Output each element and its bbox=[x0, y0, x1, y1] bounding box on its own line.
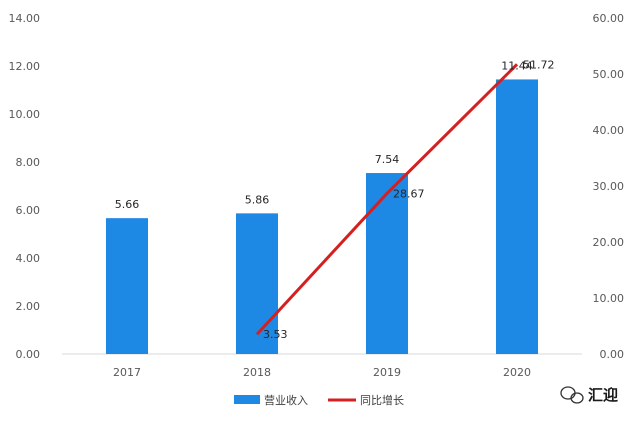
x-tick-label: 2020 bbox=[503, 366, 531, 379]
left-tick-label: 8.00 bbox=[16, 156, 41, 169]
bar-data-label: 7.54 bbox=[375, 153, 400, 166]
left-tick-label: 0.00 bbox=[16, 348, 41, 361]
line-data-label: 28.67 bbox=[393, 187, 425, 200]
bar bbox=[106, 218, 148, 354]
watermark-text: 汇迎 bbox=[588, 386, 618, 404]
bar-data-label: 5.86 bbox=[245, 193, 270, 206]
legend: 营业收入 同比增长 bbox=[234, 393, 404, 407]
left-tick-label: 10.00 bbox=[9, 108, 41, 121]
left-tick-label: 14.00 bbox=[9, 12, 41, 25]
bar-series bbox=[106, 79, 538, 354]
legend-swatch-bar bbox=[234, 395, 260, 404]
watermark: 汇迎 bbox=[560, 386, 618, 404]
bar-data-label: 11.44 bbox=[501, 59, 533, 72]
x-tick-label: 2019 bbox=[373, 366, 401, 379]
right-tick-label: 10.00 bbox=[593, 292, 625, 305]
left-tick-label: 12.00 bbox=[9, 60, 41, 73]
x-tick-label: 2018 bbox=[243, 366, 271, 379]
left-tick-label: 6.00 bbox=[16, 204, 41, 217]
right-axis: 0.00 10.00 20.00 30.00 40.00 50.00 60.00 bbox=[593, 12, 625, 361]
bar bbox=[236, 213, 278, 354]
right-tick-label: 60.00 bbox=[593, 12, 625, 25]
left-tick-label: 4.00 bbox=[16, 252, 41, 265]
line-data-label: 3.53 bbox=[263, 328, 288, 341]
right-tick-label: 40.00 bbox=[593, 124, 625, 137]
x-tick-label: 2017 bbox=[113, 366, 141, 379]
legend-label-bar: 营业收入 bbox=[264, 393, 308, 407]
x-axis: 2017 2018 2019 2020 bbox=[113, 366, 531, 379]
left-tick-label: 2.00 bbox=[16, 300, 41, 313]
bar-data-label: 5.66 bbox=[115, 198, 140, 211]
line-series bbox=[255, 63, 519, 336]
bar-data-labels: 5.66 5.86 7.54 11.44 bbox=[115, 59, 533, 211]
legend-label-line: 同比增长 bbox=[360, 393, 404, 407]
wechat-icon bbox=[560, 386, 584, 404]
line-data-labels: 3.53 28.67 51.72 bbox=[263, 58, 555, 341]
right-tick-label: 30.00 bbox=[593, 180, 625, 193]
right-tick-label: 20.00 bbox=[593, 236, 625, 249]
line-data-label: 51.72 bbox=[523, 58, 555, 71]
bar bbox=[496, 79, 538, 354]
left-axis: 0.00 2.00 4.00 6.00 8.00 10.00 12.00 14.00 bbox=[9, 12, 41, 361]
bar bbox=[366, 173, 408, 354]
right-tick-label: 50.00 bbox=[593, 68, 625, 81]
right-tick-label: 0.00 bbox=[600, 348, 625, 361]
